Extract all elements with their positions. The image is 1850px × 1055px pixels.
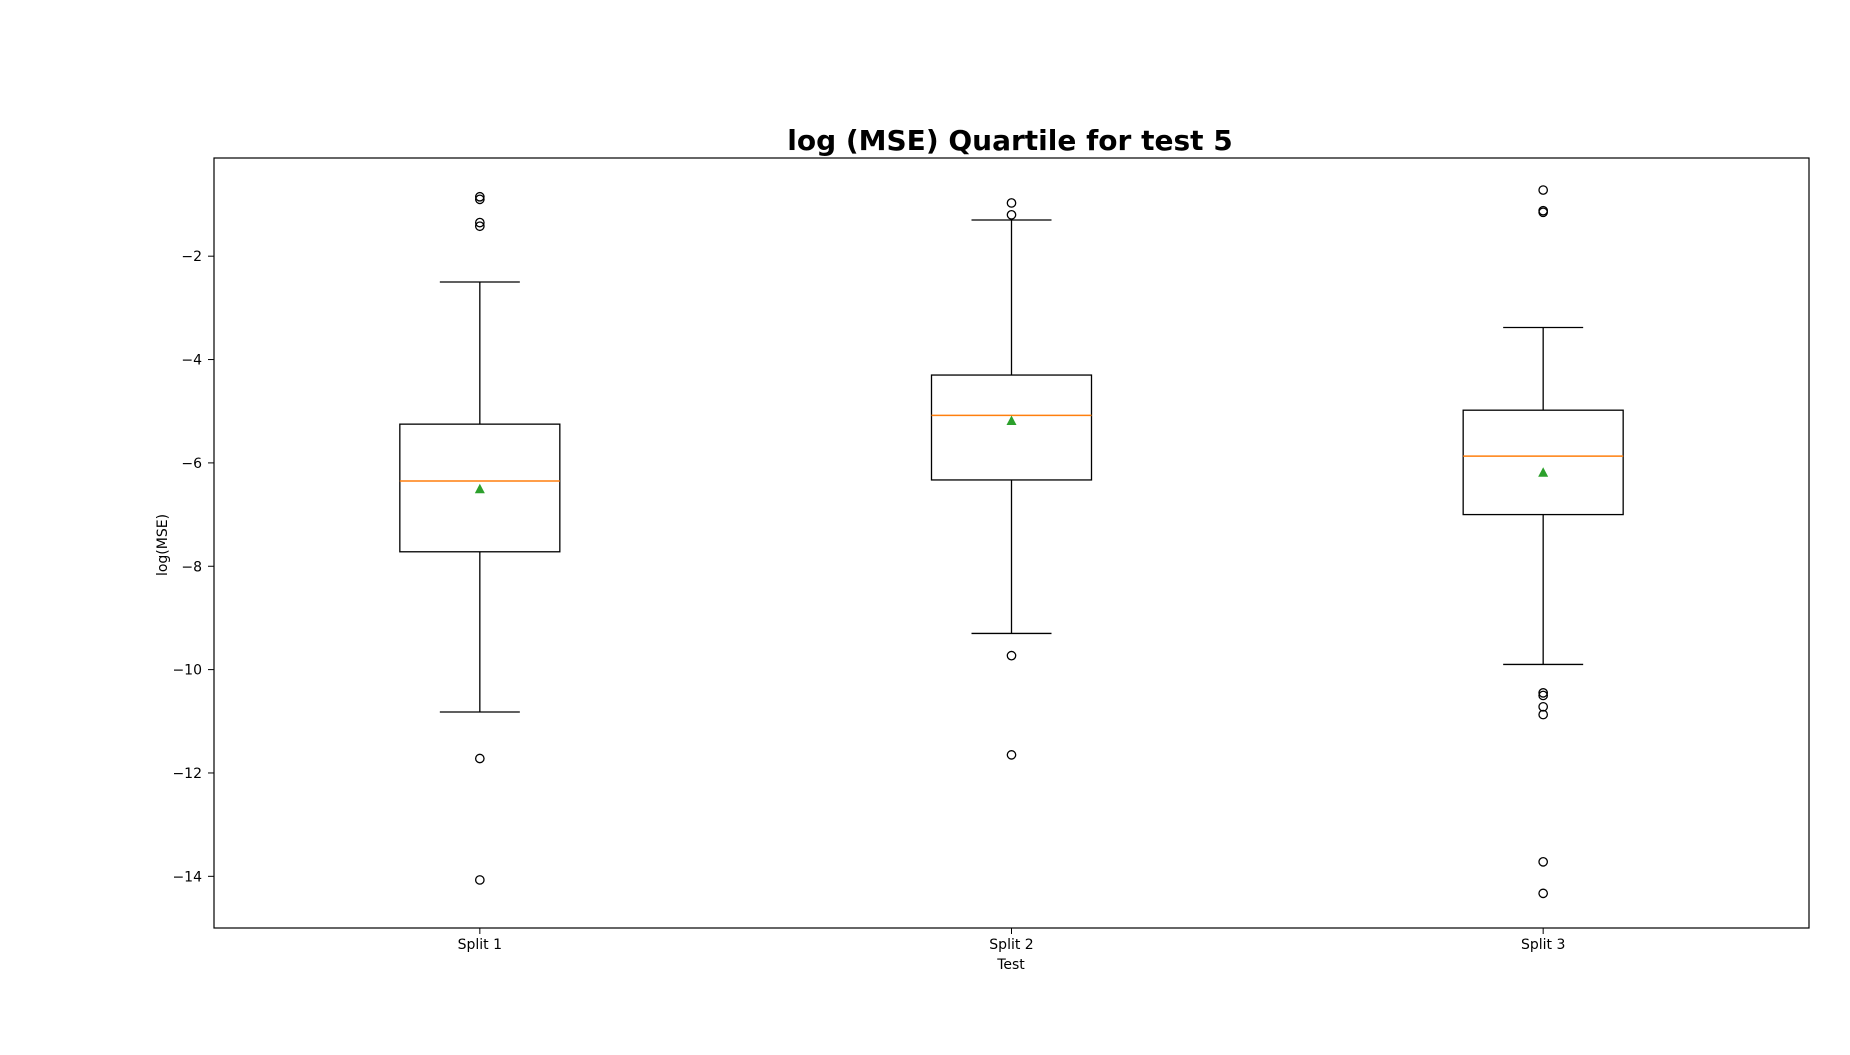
quartile-box <box>399 423 561 553</box>
x-tick-label: Split 1 <box>458 937 502 953</box>
outlier-point <box>1006 209 1017 220</box>
y-tick-label: −8 <box>181 559 202 575</box>
y-tick-label: −4 <box>181 353 202 369</box>
outlier-point <box>474 875 485 885</box>
x-axis: Split 1 Split 2 Split 3 <box>458 928 1565 953</box>
quartile-box <box>930 374 1093 481</box>
outlier-point <box>1538 690 1549 701</box>
y-axis-label: log(MSE) <box>155 514 171 576</box>
x-tick-label: Split 3 <box>1521 937 1565 953</box>
y-axis: −2 −4 −6 −8 −10 −12 −14 <box>172 249 214 885</box>
y-tick-label: −14 <box>172 869 202 885</box>
box-group <box>930 198 1093 760</box>
chart-title: log (MSE) Quartile for test 5 <box>787 124 1233 157</box>
outlier-point <box>1006 750 1017 760</box>
outlier-point <box>1538 688 1549 698</box>
y-tick-label: −2 <box>181 249 202 265</box>
outlier-point <box>1006 198 1017 208</box>
x-tick-label: Split 2 <box>989 937 1033 953</box>
mean-marker <box>1538 467 1549 477</box>
outlier-point <box>474 221 485 232</box>
mean-marker <box>1006 415 1017 426</box>
y-tick-label: −10 <box>172 663 202 679</box>
quartile-box <box>1462 409 1624 516</box>
outlier-point <box>474 217 485 228</box>
outlier-point <box>474 753 485 764</box>
outlier-point <box>1006 650 1017 661</box>
outlier-point <box>1538 857 1549 867</box>
y-tick-label: −12 <box>172 766 202 782</box>
y-tick-label: −6 <box>181 456 202 472</box>
box-group <box>1462 185 1624 899</box>
mean-marker <box>474 483 485 494</box>
outlier-point <box>1538 207 1549 218</box>
outlier-point <box>474 194 485 205</box>
x-axis-label: Test <box>996 957 1025 973</box>
outlier-point <box>474 191 485 202</box>
outlier-point <box>1538 185 1549 195</box>
box-group <box>399 191 561 885</box>
outlier-point <box>1538 888 1549 899</box>
boxes <box>399 185 1624 899</box>
outlier-point <box>1538 709 1549 720</box>
